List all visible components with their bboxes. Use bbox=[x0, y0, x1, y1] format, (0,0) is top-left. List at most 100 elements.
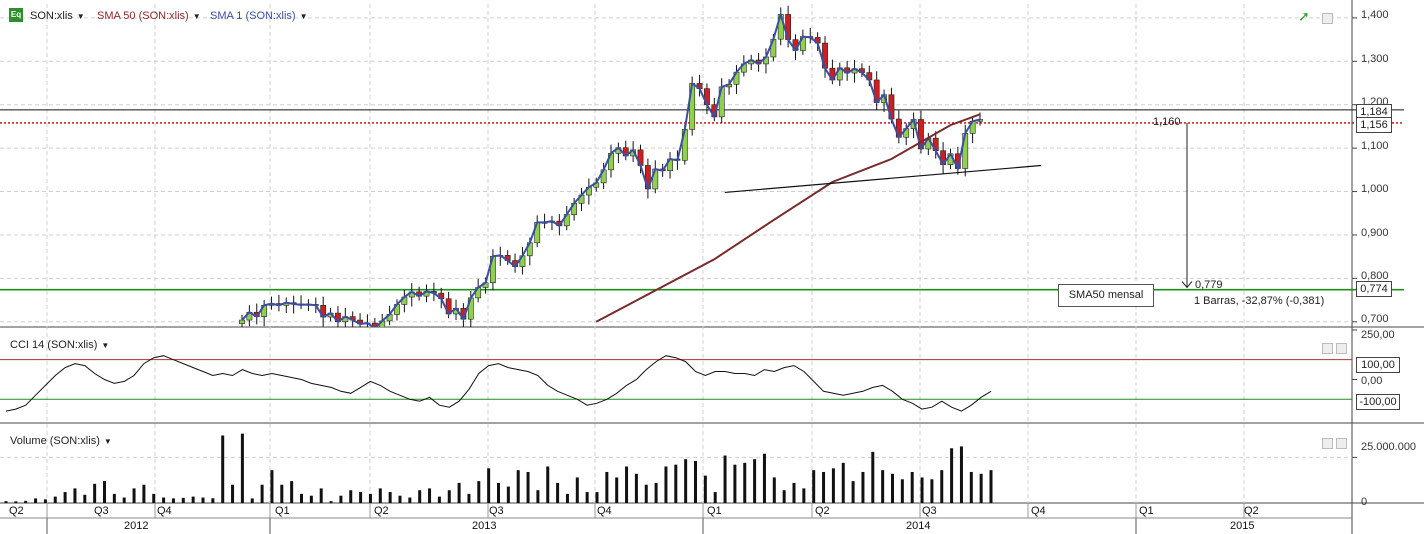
volume-bar bbox=[14, 501, 18, 503]
volume-bar bbox=[674, 464, 678, 503]
volume-bar bbox=[250, 498, 254, 503]
volume-bar bbox=[812, 470, 816, 503]
volume-bar bbox=[73, 488, 77, 503]
volume-bar bbox=[201, 497, 205, 503]
y-tick-label: 0,900 bbox=[1361, 227, 1389, 239]
volume-bar bbox=[536, 490, 540, 503]
volume-bar bbox=[329, 501, 333, 503]
restore-panel-icon[interactable] bbox=[1322, 343, 1333, 354]
y-tick-label: 1,400 bbox=[1361, 9, 1389, 21]
volume-bar bbox=[103, 481, 106, 503]
volume-bar bbox=[171, 498, 175, 503]
x-year-label: 2012 bbox=[124, 520, 149, 532]
volume-bar bbox=[280, 484, 284, 503]
trend-arrow-icon[interactable]: ➚ bbox=[1298, 8, 1310, 24]
y-tick-label: 1,000 bbox=[1361, 183, 1389, 195]
volume-bar bbox=[743, 462, 747, 503]
volume-bar bbox=[339, 495, 343, 503]
volume-bar bbox=[418, 490, 422, 503]
restore-panel-icon[interactable] bbox=[1322, 438, 1333, 449]
sma50-legend[interactable]: SMA 50 (SON:xlis) ▼ bbox=[97, 10, 201, 23]
volume-bar bbox=[132, 488, 136, 503]
volume-bar bbox=[398, 495, 402, 503]
volume-bar bbox=[516, 470, 520, 503]
volume-bar bbox=[24, 500, 28, 503]
volume-bar bbox=[634, 473, 638, 503]
volume-bar bbox=[950, 448, 954, 503]
volume-bar bbox=[309, 495, 313, 503]
sma1-legend[interactable]: SMA 1 (SON:xlis) ▼ bbox=[210, 10, 308, 23]
x-year-label: 2013 bbox=[472, 520, 497, 532]
volume-bar bbox=[300, 493, 303, 503]
volume-bar bbox=[694, 461, 697, 503]
volume-bar bbox=[802, 488, 806, 503]
volume-bar bbox=[34, 498, 38, 503]
volume-bar bbox=[162, 497, 166, 503]
volume-bar bbox=[565, 493, 569, 503]
annotation-box[interactable]: SMA50 mensal bbox=[1058, 284, 1154, 307]
trendline bbox=[724, 164, 1042, 194]
volume-bar bbox=[53, 496, 57, 503]
volume-bar bbox=[772, 477, 776, 503]
chevron-down-icon[interactable]: ▼ bbox=[76, 12, 85, 21]
volume-bar bbox=[378, 488, 382, 503]
candle-body bbox=[239, 319, 245, 324]
volume-bar bbox=[920, 477, 924, 503]
chevron-down-icon[interactable]: ▼ bbox=[101, 341, 110, 350]
volume-bar bbox=[240, 433, 244, 503]
cci-panel bbox=[0, 329, 1357, 412]
volume-bar bbox=[270, 470, 274, 503]
cci-panel-title[interactable]: CCI 14 (SON:xlis) ▼ bbox=[10, 339, 109, 351]
volume-bar bbox=[891, 473, 894, 503]
volume-bar bbox=[437, 496, 441, 503]
volume-bar bbox=[359, 492, 363, 503]
chevron-down-icon[interactable]: ▼ bbox=[192, 12, 201, 21]
x-year-label: 2015 bbox=[1230, 520, 1255, 532]
volume-bar bbox=[575, 477, 579, 503]
volume-bar bbox=[930, 479, 934, 503]
chevron-down-icon[interactable]: ▼ bbox=[299, 12, 308, 21]
volume-bar bbox=[93, 483, 97, 503]
volume-title: Volume (SON:xlis) bbox=[10, 435, 100, 447]
cci-title: CCI 14 (SON:xlis) bbox=[10, 339, 98, 351]
volume-bar bbox=[644, 484, 648, 503]
volume-bar bbox=[447, 490, 451, 503]
volume-bar bbox=[142, 484, 146, 503]
y-tick-label: 1,100 bbox=[1361, 140, 1389, 152]
sma50-line bbox=[595, 113, 981, 323]
y-tick-label: 0,800 bbox=[1361, 270, 1389, 282]
volume-bar bbox=[753, 459, 757, 503]
volume-bar bbox=[556, 482, 560, 503]
close-panel-icon[interactable] bbox=[1336, 343, 1347, 354]
cci-tick-label: 250,00 bbox=[1361, 329, 1395, 341]
dotted-level-box: 1,156 bbox=[1356, 117, 1392, 133]
volume-bar bbox=[349, 490, 353, 503]
target-label: 0,779 bbox=[1195, 279, 1223, 291]
chevron-down-icon[interactable]: ▼ bbox=[103, 437, 112, 446]
volume-bar bbox=[989, 470, 993, 503]
x-quarter-label: Q1 bbox=[1139, 505, 1154, 517]
volume-panel-title[interactable]: Volume (SON:xlis) ▼ bbox=[10, 435, 112, 447]
x-quarter-label: Q4 bbox=[597, 505, 612, 517]
maximize-panel-icon[interactable] bbox=[1322, 13, 1333, 24]
volume-bar bbox=[467, 493, 471, 503]
x-quarter-label: Q2 bbox=[1244, 505, 1259, 517]
volume-tick-label: 0 bbox=[1361, 496, 1368, 508]
volume-bar bbox=[605, 471, 609, 503]
x-quarter-label: Q4 bbox=[1031, 505, 1046, 517]
sma1-label: SMA 1 (SON:xlis) bbox=[210, 10, 296, 22]
volume-bar bbox=[654, 482, 658, 503]
symbol-selector[interactable]: SON:xlis ▼ bbox=[30, 10, 85, 23]
volume-bar bbox=[319, 488, 323, 503]
measure-label: 1 Barras, -32,87% (-0,381) bbox=[1194, 295, 1325, 307]
volume-bar bbox=[595, 492, 599, 503]
volume-bar bbox=[851, 481, 855, 503]
volume-bar bbox=[713, 492, 717, 503]
volume-bar bbox=[112, 493, 116, 503]
volume-bar bbox=[900, 479, 904, 503]
close-panel-icon[interactable] bbox=[1336, 438, 1347, 449]
x-quarter-label: Q3 bbox=[489, 505, 504, 517]
volume-tick-label: 25.000.000 bbox=[1361, 441, 1417, 453]
